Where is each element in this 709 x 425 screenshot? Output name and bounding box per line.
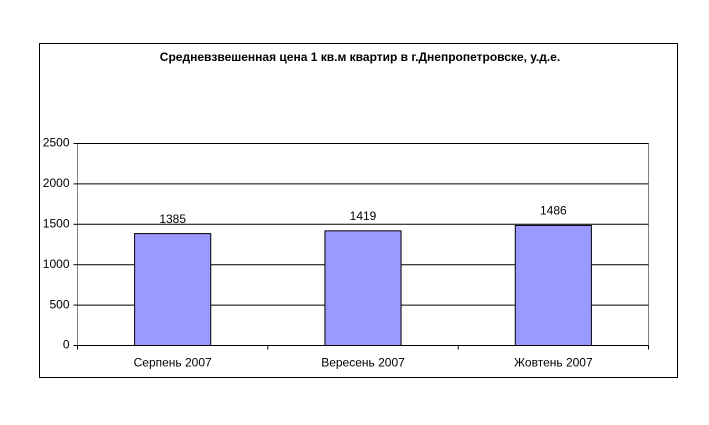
bar — [514, 224, 592, 346]
data-label: 1385 — [159, 212, 186, 226]
y-tick-label: 2500 — [43, 136, 70, 150]
data-label: 1419 — [350, 209, 377, 223]
data-label: 1486 — [540, 204, 567, 218]
x-tick-label: Серпень 2007 — [134, 356, 212, 370]
bar — [324, 230, 402, 346]
y-tick-label: 1500 — [43, 216, 70, 230]
bar — [134, 233, 212, 346]
y-tick-label: 500 — [49, 297, 69, 311]
y-tick-label: 0 — [63, 338, 70, 352]
x-tick-label: Вересень 2007 — [321, 356, 405, 370]
y-tick-label: 1000 — [43, 257, 70, 271]
chart-title: Средневзвешенная цена 1 кв.м квартир в г… — [160, 50, 560, 64]
x-tick-label: Жовтень 2007 — [514, 356, 593, 370]
y-tick-label: 2000 — [43, 176, 70, 190]
